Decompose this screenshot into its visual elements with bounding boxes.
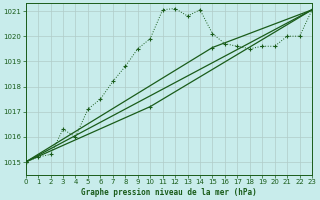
X-axis label: Graphe pression niveau de la mer (hPa): Graphe pression niveau de la mer (hPa) xyxy=(81,188,257,197)
